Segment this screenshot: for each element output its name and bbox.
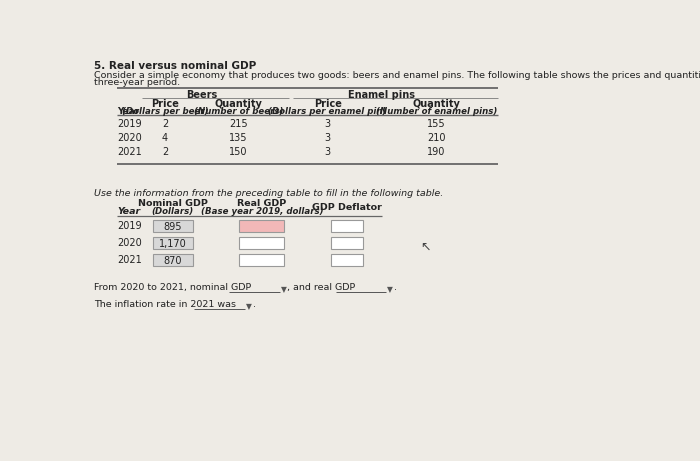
Text: 895: 895	[164, 222, 182, 232]
Text: ▼: ▼	[246, 301, 252, 311]
Bar	[239, 237, 284, 248]
Text: , and real GDP: , and real GDP	[288, 283, 356, 292]
Bar	[239, 254, 284, 266]
Text: 135: 135	[230, 133, 248, 143]
Text: (Dollars per beer): (Dollars per beer)	[122, 107, 209, 116]
Text: ▼: ▼	[387, 285, 393, 294]
Text: 4: 4	[162, 133, 168, 143]
Text: 2: 2	[162, 147, 168, 157]
Text: (Base year 2019, dollars): (Base year 2019, dollars)	[201, 207, 323, 216]
Text: 2021: 2021	[117, 147, 141, 157]
Text: 150: 150	[230, 147, 248, 157]
Text: Year: Year	[117, 207, 140, 216]
Text: .: .	[253, 300, 256, 309]
Text: 3: 3	[325, 147, 331, 157]
Bar	[239, 220, 284, 231]
Text: .: .	[393, 283, 397, 292]
Text: 5. Real versus nominal GDP: 5. Real versus nominal GDP	[94, 61, 256, 71]
Text: (Number of beers): (Number of beers)	[194, 107, 284, 116]
Bar	[331, 254, 363, 266]
Text: 190: 190	[427, 147, 445, 157]
Text: Nominal GDP: Nominal GDP	[138, 199, 208, 208]
Text: 210: 210	[427, 133, 445, 143]
Text: Price: Price	[314, 99, 342, 109]
Text: Real GDP: Real GDP	[237, 199, 286, 208]
Text: (Dollars): (Dollars)	[152, 207, 194, 216]
Text: Enamel pins: Enamel pins	[349, 90, 416, 100]
Text: Quantity: Quantity	[215, 99, 262, 109]
Text: 2019: 2019	[117, 119, 141, 129]
Text: Price: Price	[151, 99, 179, 109]
Text: 2020: 2020	[117, 133, 141, 143]
Text: 2019: 2019	[117, 221, 141, 231]
Bar	[153, 237, 193, 248]
Bar	[331, 220, 363, 231]
Text: 3: 3	[325, 119, 331, 129]
Text: 3: 3	[325, 133, 331, 143]
Text: 1,170: 1,170	[159, 239, 187, 249]
Text: ▼: ▼	[281, 285, 287, 294]
Text: 870: 870	[164, 256, 182, 266]
Text: (Number of enamel pins): (Number of enamel pins)	[376, 107, 497, 116]
Text: GDP Deflator: GDP Deflator	[312, 203, 382, 212]
Text: (Dollars per enamel pin): (Dollars per enamel pin)	[269, 107, 387, 116]
Text: Year: Year	[117, 107, 139, 116]
Text: 2020: 2020	[117, 238, 141, 248]
Bar	[153, 220, 193, 231]
Text: Consider a simple economy that produces two goods: beers and enamel pins. The fo: Consider a simple economy that produces …	[94, 71, 700, 80]
Text: 2021: 2021	[117, 255, 141, 265]
Text: From 2020 to 2021, nominal GDP: From 2020 to 2021, nominal GDP	[94, 283, 251, 292]
Text: The inflation rate in 2021 was: The inflation rate in 2021 was	[94, 300, 236, 309]
Text: three-year period.: three-year period.	[94, 78, 180, 88]
Text: Beers: Beers	[186, 90, 218, 100]
Bar	[331, 237, 363, 248]
Text: Quantity: Quantity	[412, 99, 460, 109]
Text: Use the information from the preceding table to fill in the following table.: Use the information from the preceding t…	[94, 189, 443, 197]
Text: ↖: ↖	[421, 241, 431, 254]
Text: 215: 215	[230, 119, 248, 129]
Text: 2: 2	[162, 119, 168, 129]
Bar	[153, 254, 193, 266]
Text: 155: 155	[427, 119, 446, 129]
